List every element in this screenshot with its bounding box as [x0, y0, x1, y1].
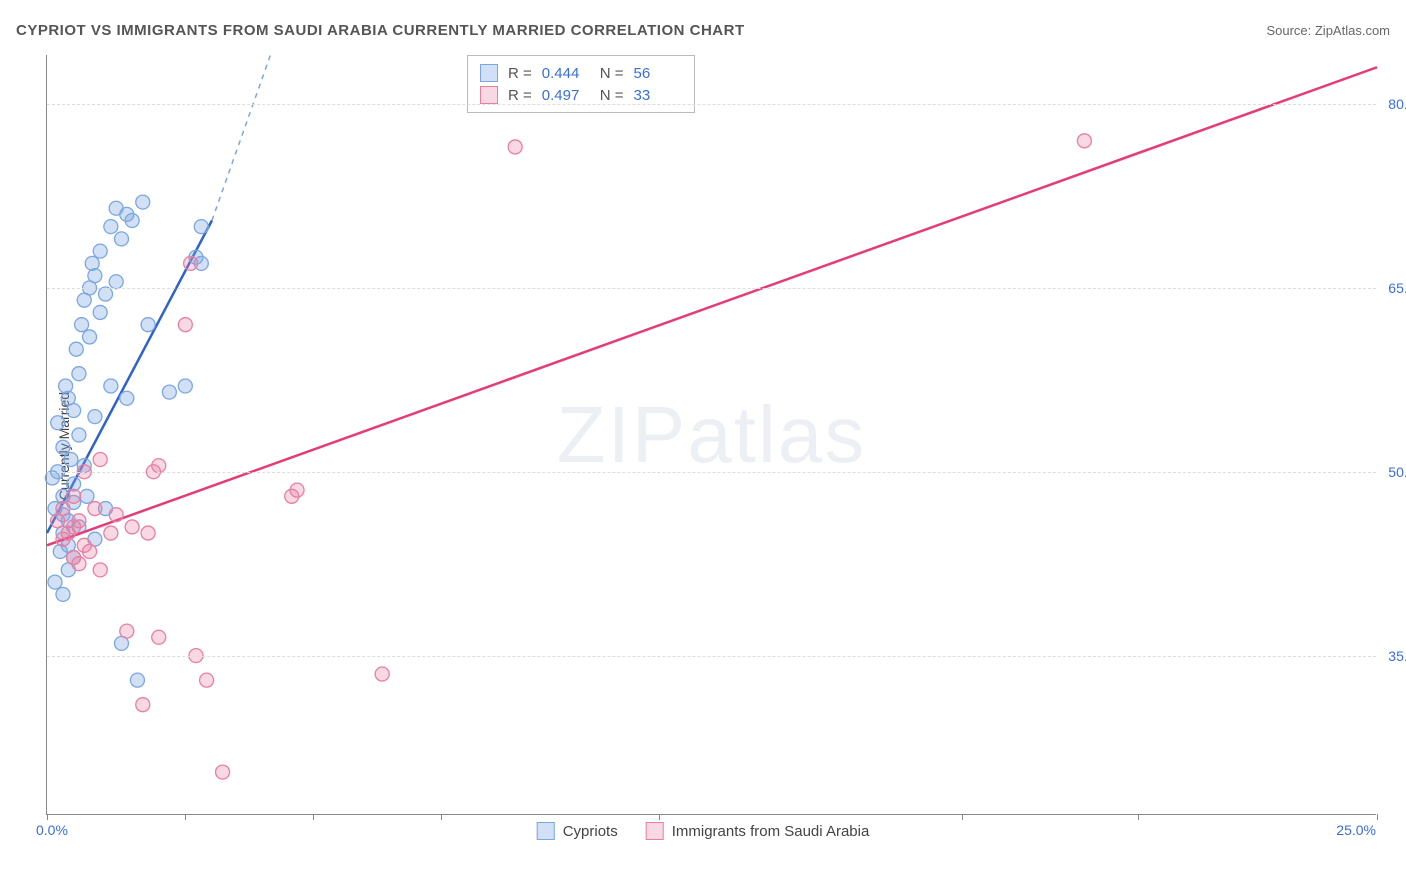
legend-n-value: 56 [634, 65, 682, 82]
data-point [114, 232, 128, 246]
data-point [104, 220, 118, 234]
data-point [136, 195, 150, 209]
scatter-plot-svg [47, 55, 1376, 814]
data-point [64, 453, 78, 467]
data-point [194, 220, 208, 234]
data-point [85, 256, 99, 270]
data-point [104, 379, 118, 393]
legend-n-value: 33 [634, 87, 682, 104]
legend-swatch [537, 822, 555, 840]
series-legend-label: Immigrants from Saudi Arabia [672, 823, 870, 840]
data-point [120, 391, 134, 405]
legend-swatch [480, 86, 498, 104]
series-legend: Cypriots Immigrants from Saudi Arabia [537, 822, 870, 840]
data-point [83, 330, 97, 344]
data-point [48, 575, 62, 589]
data-point [72, 557, 86, 571]
chart-plot-area: ZIPatlas R =0.444N =56R =0.497N =33 35.0… [46, 55, 1376, 815]
x-axis-max-label: 25.0% [1336, 822, 1376, 838]
x-axis-origin-label: 0.0% [36, 822, 68, 838]
data-point [178, 318, 192, 332]
data-point [120, 624, 134, 638]
data-point [141, 526, 155, 540]
data-point [75, 318, 89, 332]
data-point [130, 673, 144, 687]
gridline [47, 656, 1376, 657]
legend-swatch [480, 64, 498, 82]
x-tick [1377, 814, 1378, 820]
chart-source: Source: ZipAtlas.com [1266, 23, 1390, 38]
y-tick-label: 80.0% [1388, 96, 1406, 112]
data-point [162, 385, 176, 399]
data-point [508, 140, 522, 154]
trend-line [47, 67, 1377, 545]
data-point [125, 520, 139, 534]
data-point [216, 765, 230, 779]
data-point [93, 563, 107, 577]
x-tick [47, 814, 48, 820]
chart-title: CYPRIOT VS IMMIGRANTS FROM SAUDI ARABIA … [16, 22, 745, 39]
data-point [290, 483, 304, 497]
data-point [141, 318, 155, 332]
legend-n-label: N = [600, 65, 624, 82]
data-point [88, 269, 102, 283]
legend-n-label: N = [600, 87, 624, 104]
x-tick [659, 814, 660, 820]
data-point [67, 489, 81, 503]
legend-r-value: 0.497 [542, 87, 590, 104]
y-tick-label: 65.0% [1388, 280, 1406, 296]
data-point [109, 275, 123, 289]
x-tick [441, 814, 442, 820]
data-point [99, 287, 113, 301]
data-point [104, 526, 118, 540]
y-tick-label: 50.0% [1388, 464, 1406, 480]
data-point [59, 379, 73, 393]
x-tick [185, 814, 186, 820]
gridline [47, 288, 1376, 289]
trend-line-dashed [212, 55, 271, 220]
data-point [125, 213, 139, 227]
legend-r-value: 0.444 [542, 65, 590, 82]
data-point [152, 459, 166, 473]
data-point [93, 453, 107, 467]
x-tick [962, 814, 963, 820]
data-point [152, 630, 166, 644]
legend-swatch [646, 822, 664, 840]
data-point [93, 305, 107, 319]
series-legend-label: Cypriots [563, 823, 618, 840]
legend-row: R = 0.444 N = 56 [480, 62, 682, 84]
data-point [1077, 134, 1091, 148]
data-point [178, 379, 192, 393]
data-point [51, 416, 65, 430]
data-point [109, 508, 123, 522]
gridline [47, 472, 1376, 473]
data-point [88, 410, 102, 424]
data-point [93, 244, 107, 258]
data-point [56, 587, 70, 601]
legend-row: R = 0.497 N = 33 [480, 84, 682, 106]
data-point [67, 403, 81, 417]
data-point [72, 428, 86, 442]
data-point [72, 367, 86, 381]
data-point [88, 502, 102, 516]
chart-header: CYPRIOT VS IMMIGRANTS FROM SAUDI ARABIA … [16, 22, 1390, 39]
series-legend-item: Cypriots [537, 822, 618, 840]
data-point [136, 698, 150, 712]
x-tick [313, 814, 314, 820]
data-point [83, 544, 97, 558]
data-point [184, 256, 198, 270]
legend-r-label: R = [508, 87, 532, 104]
data-point [200, 673, 214, 687]
legend-r-label: R = [508, 65, 532, 82]
y-tick-label: 35.0% [1388, 648, 1406, 664]
data-point [56, 440, 70, 454]
series-legend-item: Immigrants from Saudi Arabia [646, 822, 870, 840]
gridline [47, 104, 1376, 105]
data-point [69, 342, 83, 356]
data-point [375, 667, 389, 681]
data-point [80, 489, 94, 503]
data-point [56, 502, 70, 516]
data-point [72, 514, 86, 528]
x-tick [1138, 814, 1139, 820]
